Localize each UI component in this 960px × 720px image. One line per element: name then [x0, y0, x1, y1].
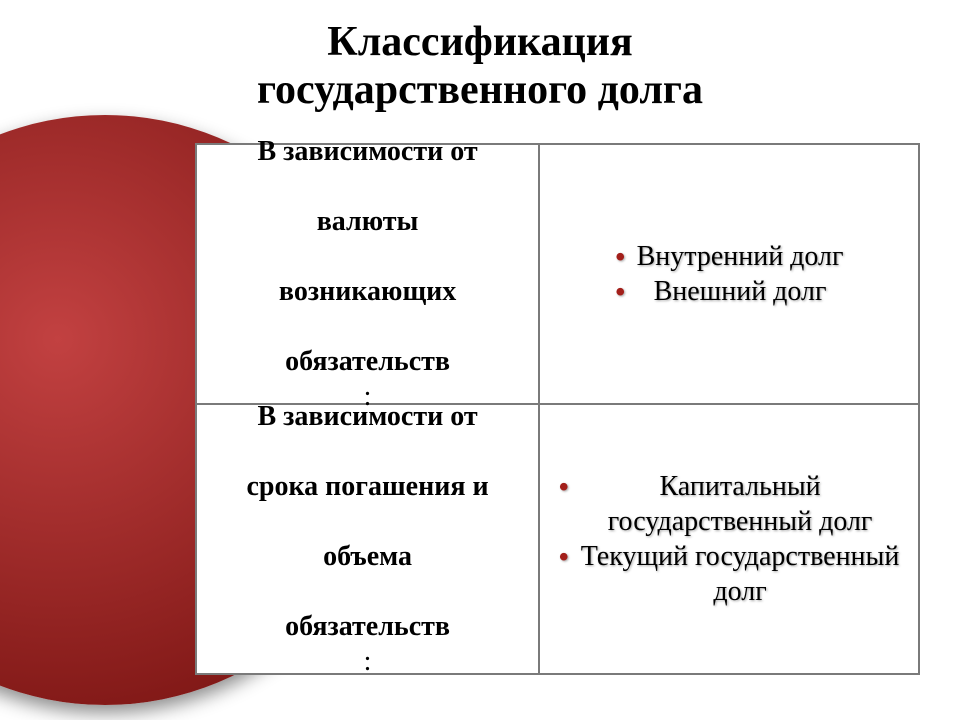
criterion-line: В зависимости от [257, 134, 477, 169]
items-cell: Внутренний долгВнешний долг [540, 145, 918, 403]
item-list: Внутренний долгВнешний долг [615, 239, 844, 309]
criterion-line: валюты [317, 204, 419, 239]
classification-table: В зависимости от валюты возникающих обязате… [195, 143, 920, 675]
criterion-line: обязательств [285, 609, 450, 644]
slide: В зависимости от валюты возникающих обязате… [0, 0, 960, 720]
item-list: Капитальный государственный долгТекущий … [558, 469, 900, 609]
table-row: В зависимости отвалютывозникающихобязате… [197, 145, 918, 405]
criterion-line: объема [323, 539, 412, 574]
criterion-cell: В зависимости отвалютывозникающихобязате… [197, 145, 540, 403]
title-line-2: государственного долга [257, 67, 703, 113]
title-line-1: Классификация [327, 19, 632, 65]
list-item: Капитальный государственный долг [558, 469, 900, 539]
list-item: Внутренний долг [615, 239, 844, 274]
criterion-line: срока погашения и [246, 469, 488, 504]
criterion-cell: В зависимости отсрока погашения иобъемао… [197, 405, 540, 673]
criterion-line: обязательств [285, 344, 450, 379]
table-row: В зависимости отсрока погашения иобъемао… [197, 405, 918, 673]
list-item: Текущий государственный долг [558, 539, 900, 609]
items-cell: Капитальный государственный долгТекущий … [540, 405, 918, 673]
criterion-line: возникающих [279, 274, 456, 309]
list-item: Внешний долг [615, 274, 844, 309]
slide-title: Классификация государственного долга [0, 18, 960, 115]
criterion-line: В зависимости от [257, 399, 477, 434]
